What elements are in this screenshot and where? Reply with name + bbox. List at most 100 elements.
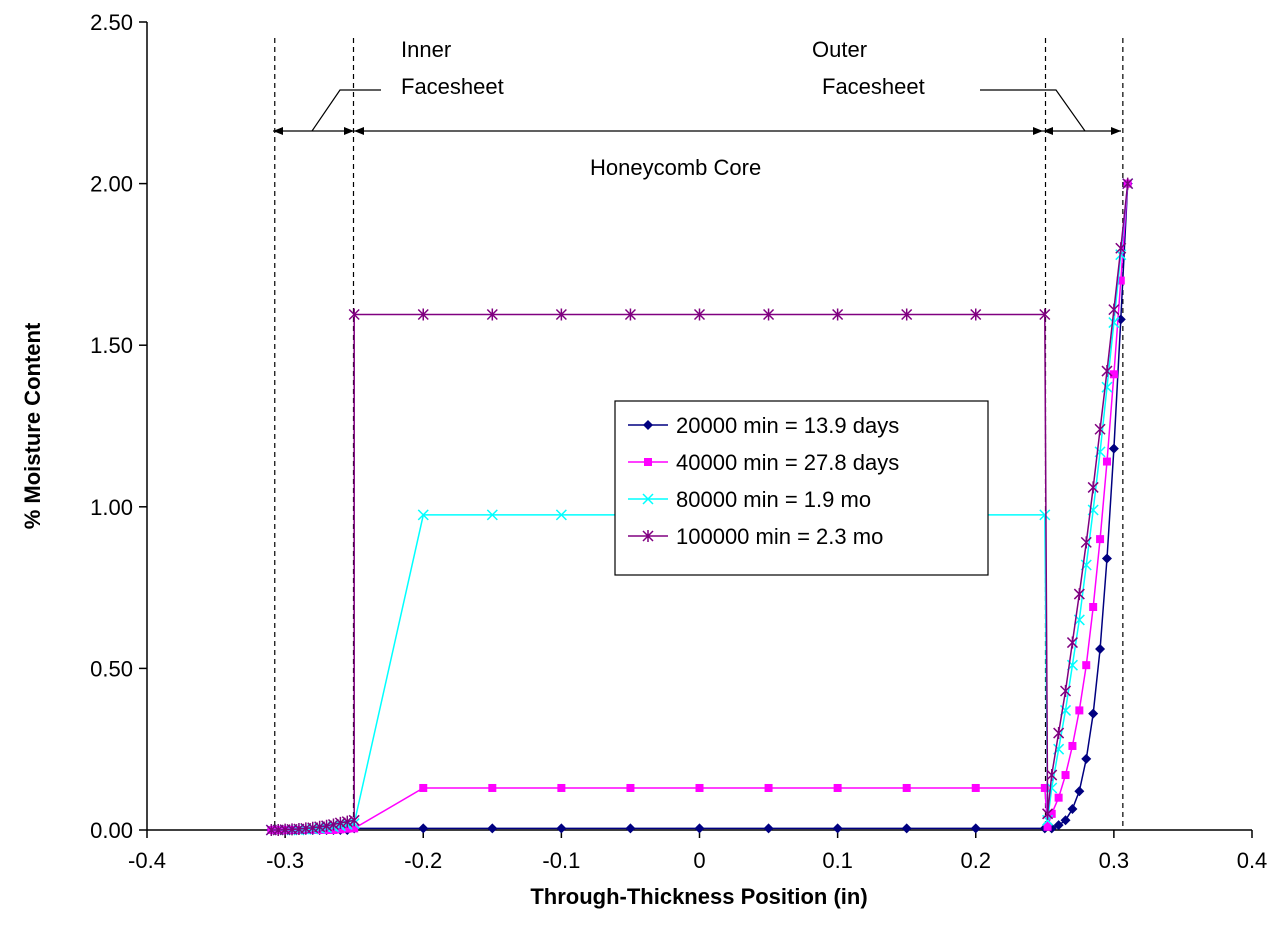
data-point <box>487 823 498 834</box>
annotation-core: Honeycomb Core <box>590 155 761 180</box>
data-point <box>1046 769 1058 782</box>
x-tick-label: 0.2 <box>960 848 991 873</box>
data-point <box>1101 365 1113 378</box>
data-point <box>348 814 360 827</box>
legend: 20000 min = 13.9 days 40000 min = 27.8 da… <box>614 400 989 576</box>
data-point <box>1040 783 1049 792</box>
data-point <box>1073 588 1085 601</box>
data-point <box>1094 423 1106 436</box>
outer-arrow-left <box>1043 127 1053 135</box>
data-point <box>694 823 705 834</box>
data-point <box>348 308 360 321</box>
inner-leader <box>311 89 381 132</box>
data-point <box>1060 815 1071 826</box>
data-point <box>1081 753 1092 764</box>
x-tick-label: -0.4 <box>128 848 166 873</box>
y-axis-title: % Moisture Content <box>20 322 45 529</box>
annotation-outer-line1: Outer <box>812 37 867 62</box>
data-point <box>1082 661 1091 670</box>
data-point <box>1109 370 1118 379</box>
data-point <box>971 783 980 792</box>
y-tick-label: 2.50 <box>90 10 133 35</box>
data-point <box>1087 481 1099 494</box>
x-tick-label: 0.1 <box>822 848 853 873</box>
data-point <box>555 509 567 521</box>
legend-label: 40000 min = 27.8 days <box>676 450 899 475</box>
data-point <box>625 823 636 834</box>
data-point <box>642 530 654 542</box>
y-tick-label: 2.00 <box>90 172 133 197</box>
data-point <box>1122 177 1134 190</box>
legend-box <box>614 400 989 576</box>
x-tick-label: 0.3 <box>1099 848 1130 873</box>
data-point <box>1095 644 1106 655</box>
data-point <box>624 308 636 321</box>
data-point <box>970 823 981 834</box>
data-point <box>1096 535 1105 544</box>
data-point <box>1116 276 1125 285</box>
data-point <box>1066 636 1078 649</box>
data-point <box>642 493 654 505</box>
data-point <box>1080 536 1092 549</box>
data-point <box>1047 809 1056 818</box>
data-point <box>1068 741 1077 750</box>
data-point <box>1115 242 1127 255</box>
y-tick-label: 1.00 <box>90 495 133 520</box>
data-point <box>417 509 429 521</box>
data-point <box>1089 602 1098 611</box>
y-tick-label: 0.00 <box>90 818 133 843</box>
data-point <box>1046 782 1058 794</box>
data-point <box>1061 771 1070 780</box>
data-point <box>833 783 842 792</box>
inner-arrow-right <box>344 127 354 135</box>
data-point <box>901 823 912 834</box>
data-point <box>488 783 497 792</box>
data-point <box>1053 820 1064 831</box>
data-point <box>1043 822 1052 831</box>
annotation-inner-line1: Inner <box>401 37 451 62</box>
data-point <box>557 783 566 792</box>
data-point <box>1108 317 1120 329</box>
data-point <box>343 824 352 833</box>
data-point <box>1042 807 1054 820</box>
data-point <box>626 783 635 792</box>
data-point <box>1039 509 1051 521</box>
legend-label: 80000 min = 1.9 mo <box>676 487 871 512</box>
inner-arrow-left <box>273 127 283 135</box>
data-point <box>1075 706 1084 715</box>
data-point <box>901 308 913 321</box>
data-point <box>418 823 429 834</box>
data-point <box>764 783 773 792</box>
x-tick-label: -0.2 <box>404 848 442 873</box>
data-point <box>486 308 498 321</box>
x-axis-title: Through-Thickness Position (in) <box>530 884 867 909</box>
core-arrow-left <box>354 127 364 135</box>
data-point <box>1054 793 1063 802</box>
legend-label: 100000 min = 2.3 mo <box>676 524 883 549</box>
legend-entry: 40000 min = 27.8 days <box>628 450 899 475</box>
data-point <box>970 308 982 321</box>
outer-arrow-right <box>1111 127 1121 135</box>
data-point <box>1102 457 1111 466</box>
legend-entry: 80000 min = 1.9 mo <box>628 487 871 512</box>
data-point <box>419 783 428 792</box>
data-point <box>350 824 359 833</box>
data-point <box>763 308 775 321</box>
data-point <box>1108 303 1120 316</box>
data-point <box>336 825 345 834</box>
y-tick-label: 0.50 <box>90 656 133 681</box>
data-point <box>555 308 567 321</box>
data-point <box>643 420 653 430</box>
data-point <box>1053 727 1065 740</box>
data-point <box>902 783 911 792</box>
legend-entry: 100000 min = 2.3 mo <box>628 524 883 549</box>
data-point <box>1059 685 1072 698</box>
data-point <box>1039 308 1051 321</box>
x-tick-label: -0.3 <box>266 848 304 873</box>
data-point <box>693 308 706 321</box>
data-point <box>832 823 843 834</box>
legend-label: 20000 min = 13.9 days <box>676 413 899 438</box>
x-tick-label: 0.4 <box>1237 848 1268 873</box>
y-tick-label: 1.50 <box>90 333 133 358</box>
